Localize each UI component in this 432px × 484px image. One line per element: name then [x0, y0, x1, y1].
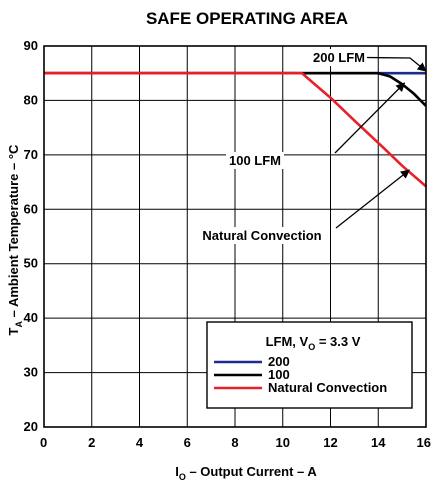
y-tick-label: 60 — [24, 201, 38, 216]
annotation-background — [310, 49, 369, 66]
chart-title: SAFE OPERATING AREA — [146, 9, 348, 28]
y-tick-label: 70 — [24, 147, 38, 162]
x-tick-label: 4 — [136, 435, 144, 450]
tick-labels: 0 2 4 6 8 10 12 14 16 20 30 40 50 60 70 80 90 — [24, 38, 431, 450]
annotation-label: 200 LFM — [313, 50, 365, 65]
annotation-background — [199, 227, 325, 244]
y-tick-label: 40 — [24, 310, 38, 325]
x-tick-label: 14 — [371, 435, 386, 450]
y-tick-label: 30 — [24, 365, 38, 380]
x-tick-label: 0 — [40, 435, 47, 450]
annotation-arrow — [335, 169, 411, 229]
legend-label: Natural Convection — [268, 380, 387, 395]
legend-box — [206, 321, 413, 409]
annotation-arrow — [367, 56, 427, 72]
x-tick-label: 16 — [417, 435, 431, 450]
annotation-label: 100 LFM — [229, 153, 281, 168]
y-axis-label: TA – Ambient Temperature – °C — [6, 144, 24, 335]
series-lines — [44, 71, 427, 188]
x-tick-label: 6 — [184, 435, 191, 450]
annotations: 200 LFM 100 LFM Natural Convection — [199, 49, 427, 244]
series-line — [44, 71, 427, 107]
x-tick-label: 12 — [323, 435, 337, 450]
annotation-arrow — [334, 82, 406, 154]
y-tick-label: 90 — [24, 38, 38, 53]
legend-label: 100 — [268, 367, 290, 382]
y-tick-label: 80 — [24, 92, 38, 107]
y-tick-label: 50 — [24, 256, 38, 271]
x-tick-label: 8 — [231, 435, 238, 450]
x-axis-label: IO – Output Current – A — [175, 464, 317, 482]
annotation-background — [225, 152, 285, 169]
series-line — [44, 71, 427, 188]
y-tick-label: 20 — [24, 419, 38, 434]
legend-title: LFM, VO = 3.3 V — [266, 334, 361, 352]
legend-label: 200 — [268, 354, 290, 369]
x-tick-label: 10 — [276, 435, 290, 450]
annotation-label: Natural Convection — [202, 228, 321, 243]
x-tick-label: 2 — [88, 435, 95, 450]
plot-frame — [43, 45, 427, 428]
